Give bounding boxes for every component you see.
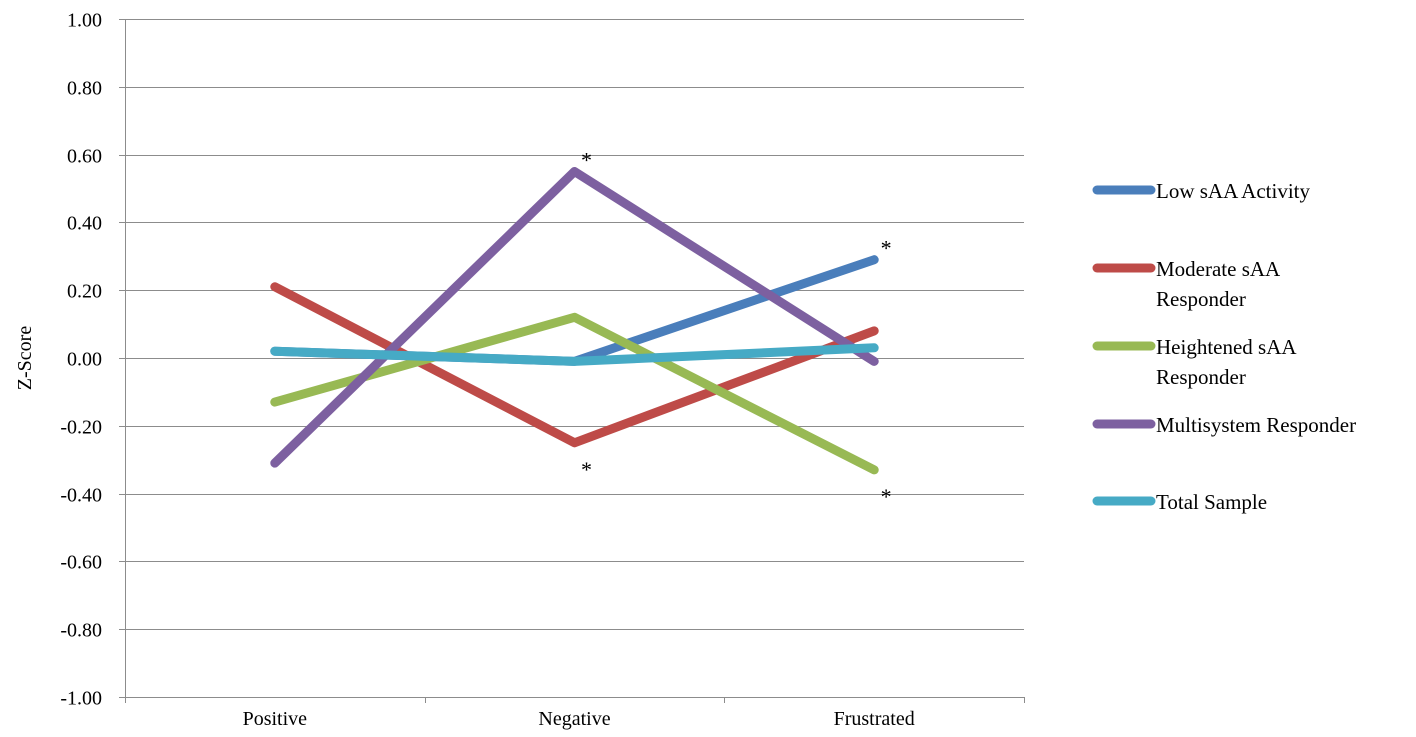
legend: Low sAA Activity Moderate sAA Responder Hei… bbox=[1092, 179, 1356, 514]
legend-label: Low sAA Activity bbox=[1156, 179, 1311, 203]
legend-label: Multisystem Responder bbox=[1156, 413, 1356, 437]
y-tick-label: 0.00 bbox=[67, 349, 102, 371]
y-tick-label: -1.00 bbox=[60, 688, 102, 710]
x-category-label: Frustrated bbox=[834, 708, 915, 730]
y-axis-title: Z-Score bbox=[14, 326, 36, 391]
legend-label: Moderate sAA bbox=[1156, 257, 1281, 281]
significance-marker: * bbox=[581, 148, 592, 173]
legend-label: Responder bbox=[1156, 287, 1246, 311]
gridlines bbox=[125, 19, 1024, 698]
y-tick-label: -0.60 bbox=[60, 552, 102, 574]
y-tick-label: 0.60 bbox=[67, 146, 102, 168]
y-tick-label: -0.40 bbox=[60, 485, 102, 507]
significance-marker: * bbox=[581, 457, 592, 482]
annotations: * * * * bbox=[581, 148, 892, 509]
y-tick-label: 1.00 bbox=[67, 10, 102, 32]
x-category-label: Positive bbox=[243, 708, 308, 730]
y-tick-label: 0.20 bbox=[67, 281, 102, 303]
legend-label: Heightened sAA bbox=[1156, 335, 1297, 359]
y-tick-label: 0.80 bbox=[67, 78, 102, 100]
significance-marker: * bbox=[881, 484, 892, 509]
plot-area bbox=[270, 167, 879, 475]
significance-marker: * bbox=[881, 236, 892, 261]
legend-label: Responder bbox=[1156, 365, 1246, 389]
legend-label: Total Sample bbox=[1156, 490, 1267, 514]
y-tick-label: -0.20 bbox=[60, 417, 102, 439]
y-tick-label: -0.80 bbox=[60, 620, 102, 642]
axes: 1.00 0.80 0.60 0.40 0.20 0.00 -0.20 -0.40 -0.60 -… bbox=[14, 10, 1025, 730]
y-tick-label: 0.40 bbox=[67, 213, 102, 235]
x-category-label: Negative bbox=[538, 708, 610, 730]
